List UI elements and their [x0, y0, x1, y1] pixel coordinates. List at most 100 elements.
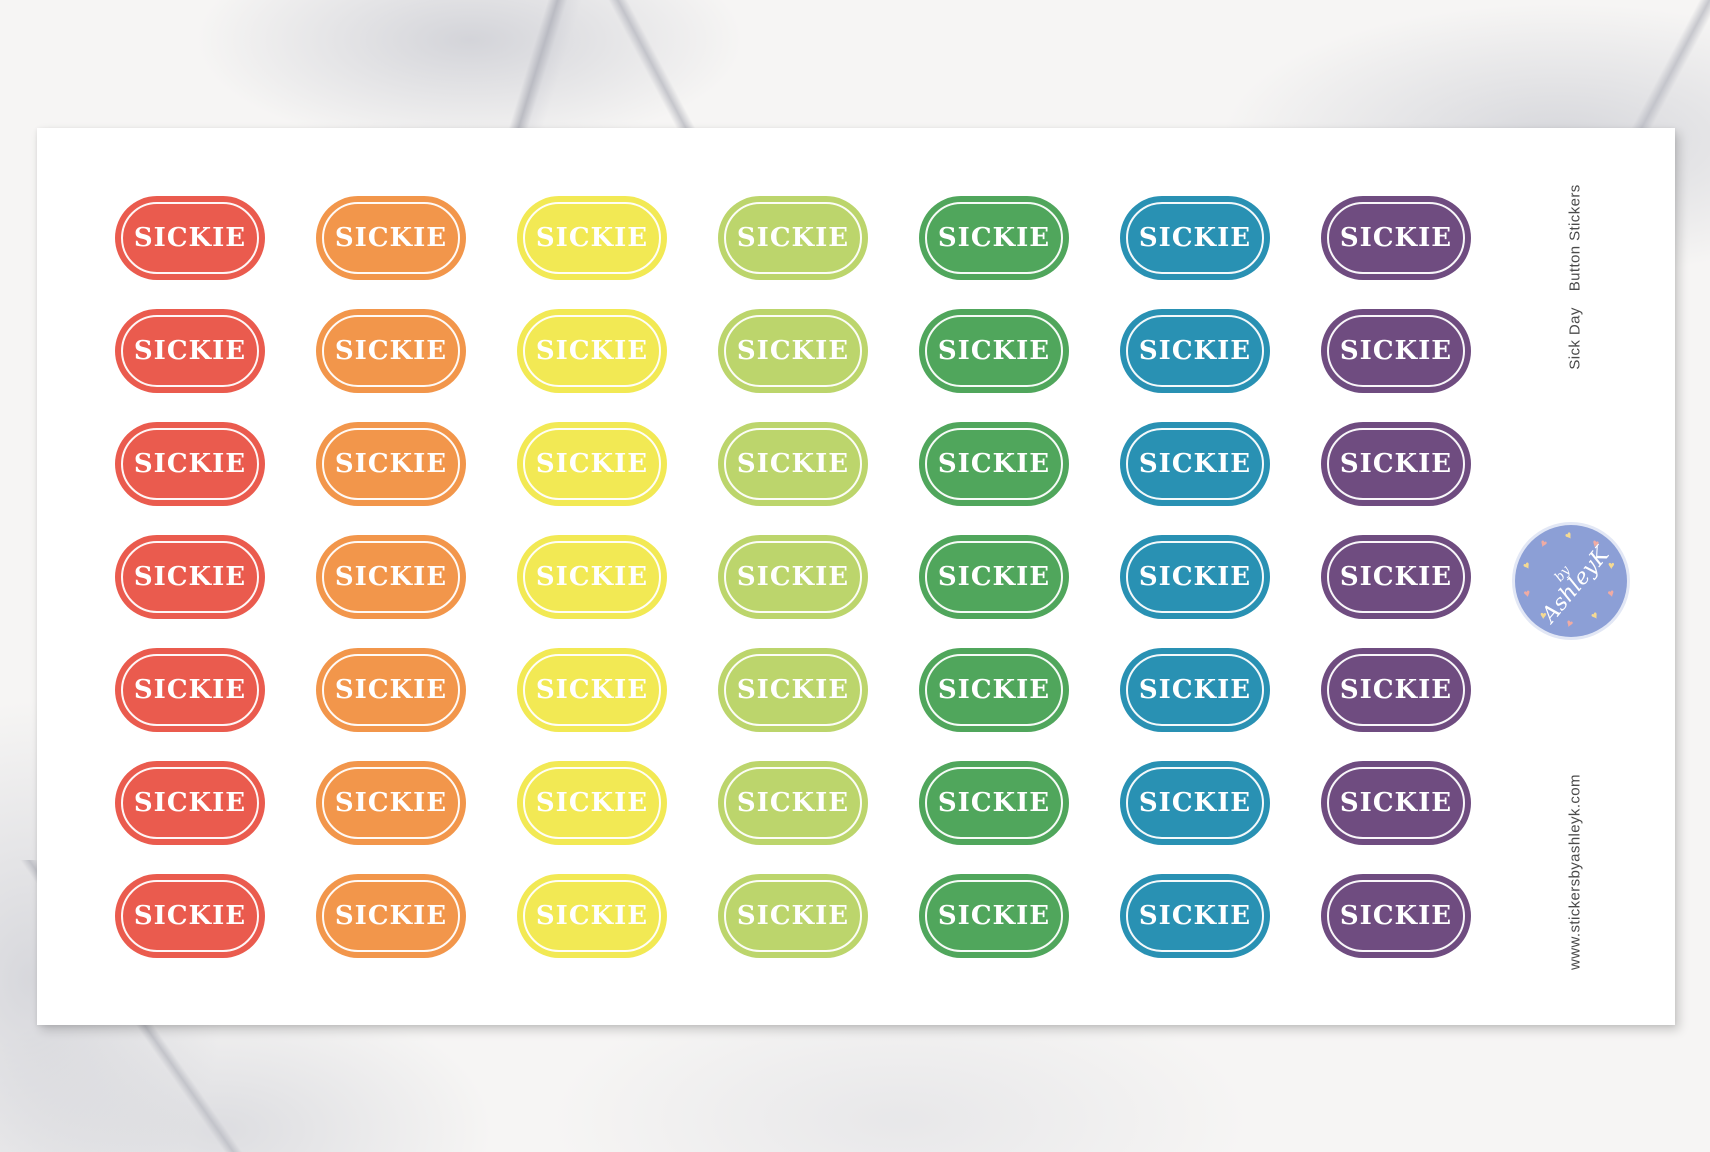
sticker-label: SICKIE — [736, 675, 850, 705]
sticker-label: SICKIE — [334, 449, 448, 479]
sticker-label: SICKIE — [937, 223, 1051, 253]
sticker-label: SICKIE — [736, 223, 850, 253]
sticker-lime: SICKIE — [718, 648, 868, 732]
sticker-label: SICKIE — [334, 336, 448, 366]
sticker-label: SICKIE — [736, 562, 850, 592]
sticker-purple: SICKIE — [1321, 196, 1471, 280]
product-title-line1: Sick Day — [1566, 307, 1584, 370]
sticker-green: SICKIE — [919, 874, 1069, 958]
sticker-teal: SICKIE — [1120, 422, 1270, 506]
sticker-label: SICKIE — [334, 901, 448, 931]
sticker-label: SICKIE — [133, 675, 247, 705]
heart-icon: ♥ — [1539, 609, 1547, 622]
sticker-lime: SICKIE — [718, 196, 868, 280]
sticker-orange: SICKIE — [316, 761, 466, 845]
sticker-label: SICKIE — [1339, 336, 1453, 366]
sticker-red: SICKIE — [115, 648, 265, 732]
sticker-label: SICKIE — [937, 449, 1051, 479]
sticker-green: SICKIE — [919, 761, 1069, 845]
sticker-label: SICKIE — [133, 336, 247, 366]
sticker-yellow: SICKIE — [517, 196, 667, 280]
sticker-label: SICKIE — [334, 223, 448, 253]
sticker-lime: SICKIE — [718, 874, 868, 958]
heart-icon: ♥ — [1588, 608, 1601, 623]
sticker-purple: SICKIE — [1321, 761, 1471, 845]
sticker-purple: SICKIE — [1321, 874, 1471, 958]
sticker-label: SICKIE — [937, 901, 1051, 931]
heart-icon: ♥ — [1564, 617, 1575, 631]
sticker-green: SICKIE — [919, 196, 1069, 280]
sticker-label: SICKIE — [1138, 901, 1252, 931]
sticker-red: SICKIE — [115, 309, 265, 393]
sticker-grid: SICKIE SICKIE SICKIE SICKIE SICKIE SICKIE SICK… — [115, 196, 1471, 958]
sticker-label: SICKIE — [1339, 675, 1453, 705]
sticker-label: SICKIE — [1339, 901, 1453, 931]
sticker-label: SICKIE — [535, 901, 649, 931]
sticker-label: SICKIE — [133, 449, 247, 479]
sticker-label: SICKIE — [736, 901, 850, 931]
sticker-label: SICKIE — [133, 901, 247, 931]
sticker-label: SICKIE — [133, 223, 247, 253]
sticker-orange: SICKIE — [316, 648, 466, 732]
sticker-teal: SICKIE — [1120, 535, 1270, 619]
website-vertical-text: www.stickersbyashleyk.com — [1566, 774, 1584, 970]
sticker-red: SICKIE — [115, 874, 265, 958]
brand-logo: by AshleyK ♥ ♥ ♥ ♥ ♥ ♥ ♥ ♥ ♥ ♥ — [1515, 525, 1627, 637]
sticker-lime: SICKIE — [718, 309, 868, 393]
sticker-label: SICKIE — [937, 336, 1051, 366]
heart-icon: ♥ — [1607, 560, 1615, 573]
sticker-label: SICKIE — [937, 562, 1051, 592]
sticker-label: SICKIE — [736, 788, 850, 818]
sticker-label: SICKIE — [334, 788, 448, 818]
sticker-red: SICKIE — [115, 422, 265, 506]
sticker-label: SICKIE — [133, 562, 247, 592]
sticker-label: SICKIE — [736, 449, 850, 479]
sticker-yellow: SICKIE — [517, 535, 667, 619]
sticker-label: SICKIE — [1138, 449, 1252, 479]
sticker-teal: SICKIE — [1120, 874, 1270, 958]
heart-icon: ♥ — [1606, 586, 1616, 601]
product-title-vertical-text: Sick Day Button Stickers — [1567, 184, 1584, 369]
sticker-purple: SICKIE — [1321, 648, 1471, 732]
sticker-green: SICKIE — [919, 535, 1069, 619]
sticker-teal: SICKIE — [1120, 648, 1270, 732]
sticker-orange: SICKIE — [316, 874, 466, 958]
sticker-yellow: SICKIE — [517, 761, 667, 845]
sticker-label: SICKIE — [1339, 223, 1453, 253]
sticker-label: SICKIE — [1339, 788, 1453, 818]
sticker-label: SICKIE — [535, 449, 649, 479]
sticker-green: SICKIE — [919, 422, 1069, 506]
sticker-label: SICKIE — [937, 788, 1051, 818]
sticker-green: SICKIE — [919, 309, 1069, 393]
sticker-purple: SICKIE — [1321, 309, 1471, 393]
sticker-label: SICKIE — [535, 336, 649, 366]
heart-icon: ♥ — [1538, 537, 1549, 552]
sticker-yellow: SICKIE — [517, 422, 667, 506]
sticker-red: SICKIE — [115, 761, 265, 845]
sticker-label: SICKIE — [937, 675, 1051, 705]
sticker-label: SICKIE — [535, 788, 649, 818]
heart-icon: ♥ — [1522, 586, 1532, 601]
sticker-red: SICKIE — [115, 196, 265, 280]
sticker-orange: SICKIE — [316, 422, 466, 506]
heart-icon: ♥ — [1521, 559, 1534, 574]
sticker-lime: SICKIE — [718, 761, 868, 845]
sticker-label: SICKIE — [334, 675, 448, 705]
sticker-yellow: SICKIE — [517, 648, 667, 732]
heart-icon: ♥ — [1562, 529, 1576, 543]
sticker-label: SICKIE — [535, 675, 649, 705]
sticker-label: SICKIE — [535, 223, 649, 253]
sticker-lime: SICKIE — [718, 422, 868, 506]
product-title-line2: Button Stickers — [1566, 184, 1584, 292]
sticker-teal: SICKIE — [1120, 761, 1270, 845]
sticker-label: SICKIE — [1339, 449, 1453, 479]
sticker-orange: SICKIE — [316, 309, 466, 393]
sticker-label: SICKIE — [1138, 562, 1252, 592]
sticker-yellow: SICKIE — [517, 874, 667, 958]
sticker-label: SICKIE — [334, 562, 448, 592]
sticker-purple: SICKIE — [1321, 535, 1471, 619]
sticker-orange: SICKIE — [316, 196, 466, 280]
sticker-sheet: SICKIE SICKIE SICKIE SICKIE SICKIE SICKIE SICK… — [37, 128, 1675, 1025]
sticker-label: SICKIE — [1138, 336, 1252, 366]
sticker-green: SICKIE — [919, 648, 1069, 732]
